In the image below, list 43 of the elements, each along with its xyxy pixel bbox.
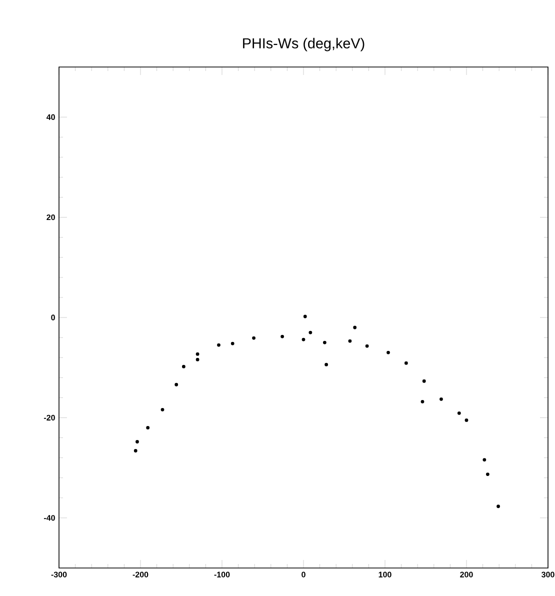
- point: [482, 458, 486, 462]
- x-tick-label: 0: [302, 572, 306, 578]
- x-tick-label: 300: [542, 572, 554, 578]
- point: [440, 397, 443, 401]
- point: [348, 339, 352, 343]
- point: [420, 400, 424, 404]
- point: [196, 352, 200, 356]
- y-tick-label: -20: [44, 414, 55, 421]
- point: [404, 361, 408, 365]
- point: [230, 342, 234, 346]
- x-tick-label: 200: [460, 572, 473, 578]
- point: [496, 504, 500, 508]
- point: [353, 326, 357, 330]
- point: [422, 379, 426, 383]
- point: [182, 364, 186, 368]
- x-tick-label: -300: [51, 572, 67, 578]
- point: [136, 440, 139, 444]
- point: [457, 411, 461, 415]
- point: [160, 408, 164, 412]
- point: [303, 314, 307, 318]
- point: [308, 330, 312, 334]
- point: [302, 338, 306, 342]
- x-tick-label: -200: [132, 572, 148, 578]
- point: [146, 426, 150, 430]
- point: [134, 449, 138, 452]
- point: [196, 358, 200, 362]
- y-tick-label: 40: [46, 114, 55, 120]
- point: [486, 472, 490, 476]
- point: [280, 334, 284, 338]
- point: [464, 418, 468, 422]
- point: [324, 362, 328, 366]
- y-tick-label: 0: [51, 314, 55, 320]
- point: [217, 343, 220, 347]
- y-tick-label: -40: [44, 515, 55, 521]
- point: [174, 382, 178, 386]
- point: [322, 340, 326, 344]
- point: [386, 350, 390, 354]
- y-tick-label: 20: [46, 214, 55, 220]
- chart-title: PHIs-Ws (deg,keV): [243, 38, 364, 52]
- x-tick-label: -100: [214, 572, 230, 578]
- point: [252, 336, 256, 340]
- point: [365, 344, 369, 348]
- x-tick-label: 100: [378, 572, 392, 578]
